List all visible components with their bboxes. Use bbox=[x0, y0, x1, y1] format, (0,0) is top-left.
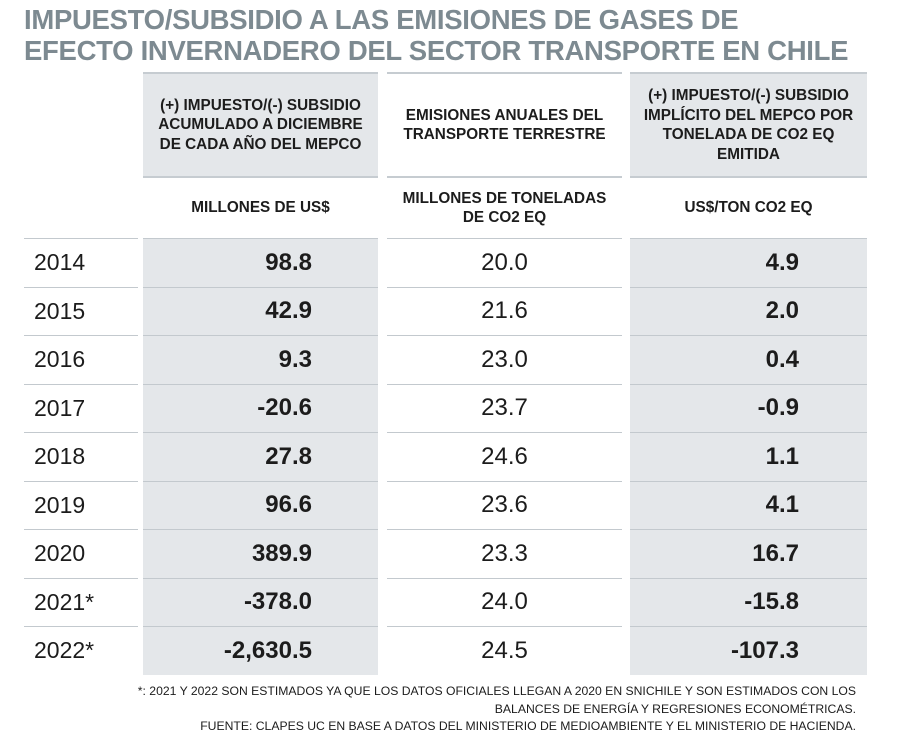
mepco-value: -2,630.5 bbox=[143, 626, 378, 675]
mepco-value: 9.3 bbox=[143, 335, 378, 384]
emisiones-value: 20.0 bbox=[387, 238, 622, 287]
por-ton-value: -107.3 bbox=[630, 626, 867, 675]
por-ton-value: 16.7 bbox=[630, 529, 867, 578]
emisiones-value: 24.5 bbox=[387, 626, 622, 675]
table-row: 2017 -20.6 23.7 -0.9 bbox=[24, 383, 867, 433]
table-row: 2020 389.9 23.3 16.7 bbox=[24, 529, 867, 578]
year-cell: 2021* bbox=[24, 577, 138, 627]
mepco-value: 98.8 bbox=[143, 238, 378, 287]
footnote-line-1: *: 2021 Y 2022 SON ESTIMADOS YA QUE LOS … bbox=[137, 684, 856, 698]
emisiones-value: 21.6 bbox=[387, 286, 622, 336]
emisiones-value: 23.6 bbox=[387, 480, 622, 530]
mepco-value: 96.6 bbox=[143, 480, 378, 529]
table-row: 2022* -2,630.5 24.5 -107.3 bbox=[24, 626, 867, 675]
emisiones-value: 23.0 bbox=[387, 335, 622, 384]
year-cell: 2015 bbox=[24, 286, 138, 336]
table-row: 2015 42.9 21.6 2.0 bbox=[24, 286, 867, 336]
year-cell: 2018 bbox=[24, 432, 138, 481]
unit-por-ton: US$/TON CO2 EQ bbox=[630, 176, 867, 238]
year-cell: 2019 bbox=[24, 480, 138, 530]
header-por-ton: (+) IMPUESTO/(-) SUBSIDIO IMPLÍCITO DEL … bbox=[630, 72, 867, 176]
table-body: 2014 98.8 20.0 4.9 2015 42.9 21.6 2.0 2016 9.3 23.… bbox=[24, 238, 867, 675]
chart-title: IMPUESTO/SUBSIDIO A LAS EMISIONES DE GAS… bbox=[24, 4, 884, 66]
mepco-value: -378.0 bbox=[143, 577, 378, 626]
table-row: 2014 98.8 20.0 4.9 bbox=[24, 238, 867, 287]
footnote: *: 2021 Y 2022 SON ESTIMADOS YA QUE LOS … bbox=[26, 683, 856, 736]
emisiones-value: 23.7 bbox=[387, 383, 622, 433]
mepco-value: 27.8 bbox=[143, 432, 378, 481]
year-cell: 2020 bbox=[24, 529, 138, 578]
table-row: 2021* -378.0 24.0 -15.8 bbox=[24, 577, 867, 627]
header-row: (+) IMPUESTO/(-) SUBSIDIO ACUMULADO A DI… bbox=[24, 72, 867, 176]
emisiones-value: 24.6 bbox=[387, 432, 622, 481]
header-year-cell bbox=[24, 72, 138, 176]
mepco-value: 389.9 bbox=[143, 529, 378, 578]
year-cell: 2016 bbox=[24, 335, 138, 384]
mepco-value: 42.9 bbox=[143, 286, 378, 335]
por-ton-value: 4.9 bbox=[630, 238, 867, 287]
footnote-line-3: FUENTE: CLAPES UC EN BASE A DATOS DEL MI… bbox=[200, 719, 856, 733]
mepco-value: -20.6 bbox=[143, 383, 378, 432]
header-emisiones: EMISIONES ANUALES DEL TRANSPORTE TERREST… bbox=[387, 72, 622, 176]
emisiones-value: 23.3 bbox=[387, 529, 622, 578]
por-ton-value: 1.1 bbox=[630, 432, 867, 481]
title-line-2: EFECTO INVERNADERO DEL SECTOR TRANSPORTE… bbox=[24, 35, 849, 66]
year-cell: 2017 bbox=[24, 383, 138, 433]
footnote-line-2: BALANCES DE ENERGÍA Y REGRESIONES ECONOM… bbox=[494, 701, 856, 716]
unit-mepco: MILLONES DE US$ bbox=[143, 176, 378, 238]
por-ton-value: 4.1 bbox=[630, 480, 867, 529]
data-table: (+) IMPUESTO/(-) SUBSIDIO ACUMULADO A DI… bbox=[24, 72, 867, 675]
emisiones-value: 24.0 bbox=[387, 577, 622, 627]
header-mepco: (+) IMPUESTO/(-) SUBSIDIO ACUMULADO A DI… bbox=[143, 72, 378, 176]
por-ton-value: -0.9 bbox=[630, 383, 867, 432]
table-row: 2019 96.6 23.6 4.1 bbox=[24, 480, 867, 530]
por-ton-value: 2.0 bbox=[630, 286, 867, 335]
table-row: 2016 9.3 23.0 0.4 bbox=[24, 335, 867, 384]
por-ton-value: -15.8 bbox=[630, 577, 867, 626]
table-row: 2018 27.8 24.6 1.1 bbox=[24, 432, 867, 481]
unit-emisiones: MILLONES DE TONELADAS DE CO2 EQ bbox=[387, 176, 622, 238]
title-line-1: IMPUESTO/SUBSIDIO A LAS EMISIONES DE GAS… bbox=[24, 4, 739, 35]
por-ton-value: 0.4 bbox=[630, 335, 867, 384]
unit-year-cell bbox=[24, 176, 138, 238]
year-cell: 2014 bbox=[24, 238, 138, 287]
unit-row: MILLONES DE US$ MILLONES DE TONELADAS DE… bbox=[24, 176, 867, 238]
year-cell: 2022* bbox=[24, 626, 138, 675]
